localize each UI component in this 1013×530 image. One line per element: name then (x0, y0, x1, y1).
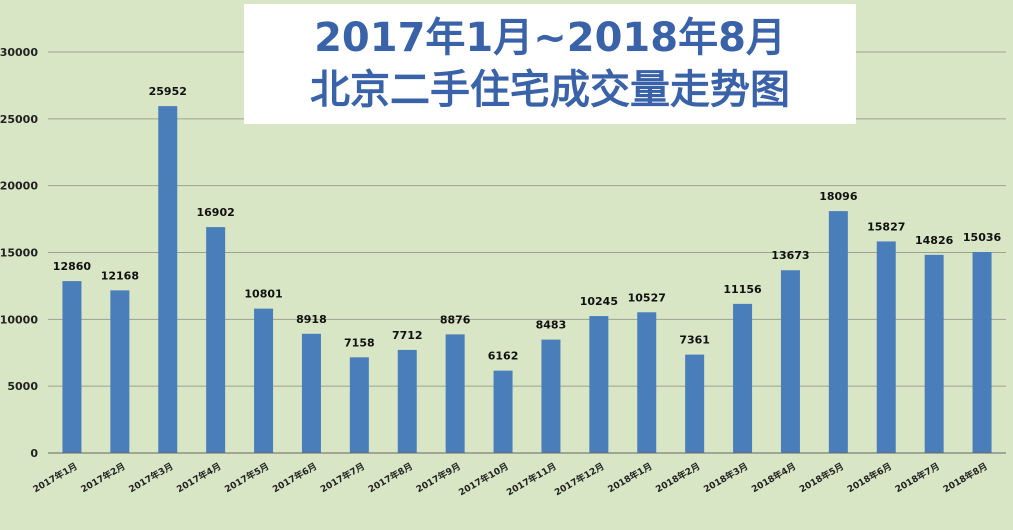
x-tick-label: 2017年12月 (552, 460, 606, 498)
bar (397, 349, 417, 453)
data-label: 8918 (296, 313, 327, 326)
x-tick-label: 2017年5月 (222, 460, 271, 495)
data-label: 14826 (915, 234, 954, 247)
x-tick-label: 2018年1月 (606, 460, 655, 495)
data-label: 12168 (101, 269, 139, 282)
bar (62, 281, 82, 453)
bars (62, 106, 992, 453)
x-tick-label: 2017年8月 (366, 460, 415, 495)
bar (924, 254, 944, 453)
data-label: 8876 (440, 313, 471, 326)
y-tick-label: 30000 (0, 46, 38, 59)
x-tick-label: 2017年1月 (31, 460, 80, 495)
bar (254, 308, 274, 453)
y-tick-label: 25000 (0, 113, 38, 126)
data-label: 6162 (488, 350, 519, 363)
x-tick-label: 2017年3月 (127, 460, 176, 495)
x-tick-label: 2018年7月 (893, 460, 942, 495)
x-tick-label: 2018年8月 (941, 460, 990, 495)
bar (637, 312, 657, 453)
data-label: 10801 (244, 288, 282, 301)
x-tick-label: 2018年4月 (749, 460, 798, 495)
x-tick-label: 2018年3月 (701, 460, 750, 495)
data-label: 15827 (867, 220, 905, 233)
x-tick-label: 2017年4月 (174, 460, 223, 495)
data-label: 18096 (819, 190, 858, 203)
bar (301, 333, 321, 453)
y-tick-label: 15000 (0, 247, 38, 260)
bar (158, 106, 178, 453)
x-tick-label: 2018年2月 (653, 460, 702, 495)
chart-title: 2017年1月~2018年8月 (314, 15, 786, 61)
data-label: 8483 (536, 319, 567, 332)
x-tick-label: 2017年6月 (270, 460, 319, 495)
x-tick-label: 2017年10月 (456, 460, 510, 498)
x-tick-label: 2017年11月 (504, 460, 558, 498)
x-tick-label: 2017年9月 (414, 460, 463, 495)
bar (685, 354, 705, 453)
chart-subtitle: 北京二手住宅成交量走势图 (310, 67, 790, 113)
data-label: 10527 (628, 291, 666, 304)
bar (780, 270, 800, 453)
bar (493, 370, 513, 453)
bar (349, 357, 369, 453)
x-tick-label: 2017年2月 (79, 460, 128, 495)
bar (541, 339, 561, 453)
bar (733, 303, 753, 453)
data-label: 15036 (963, 231, 1002, 244)
data-label: 25952 (149, 85, 187, 98)
bar (972, 252, 992, 453)
bar (206, 227, 226, 453)
y-tick-label: 0 (30, 447, 38, 460)
bar (828, 211, 848, 453)
y-tick-label: 20000 (0, 180, 38, 193)
bar (589, 316, 609, 453)
data-label: 7712 (392, 329, 423, 342)
data-label: 7158 (344, 336, 375, 349)
bar (876, 241, 896, 453)
title-box: 2017年1月~2018年8月 北京二手住宅成交量走势图 (244, 4, 856, 124)
data-label: 10245 (580, 295, 618, 308)
data-labels: 12860 12168 25952 16902 10801 8918 7158 7712 887… (53, 85, 1002, 363)
x-tick-label: 2018年6月 (845, 460, 894, 495)
y-tick-label: 5000 (7, 380, 38, 393)
x-axis-ticks: 2017年1月 2017年2月 2017年3月 2017年4月 2017年5月 2017年… (31, 460, 990, 498)
data-label: 13673 (771, 249, 809, 262)
data-label: 7361 (679, 334, 710, 347)
data-label: 16902 (197, 206, 235, 219)
bar (445, 334, 465, 453)
x-tick-label: 2017年7月 (318, 460, 367, 495)
y-tick-label: 10000 (0, 313, 38, 326)
bar (110, 290, 130, 453)
data-label: 12860 (53, 260, 92, 273)
data-label: 11156 (723, 283, 762, 296)
x-tick-label: 2018年5月 (797, 460, 846, 495)
y-axis-ticks: 0 5000 10000 15000 20000 25000 30000 (0, 46, 38, 460)
